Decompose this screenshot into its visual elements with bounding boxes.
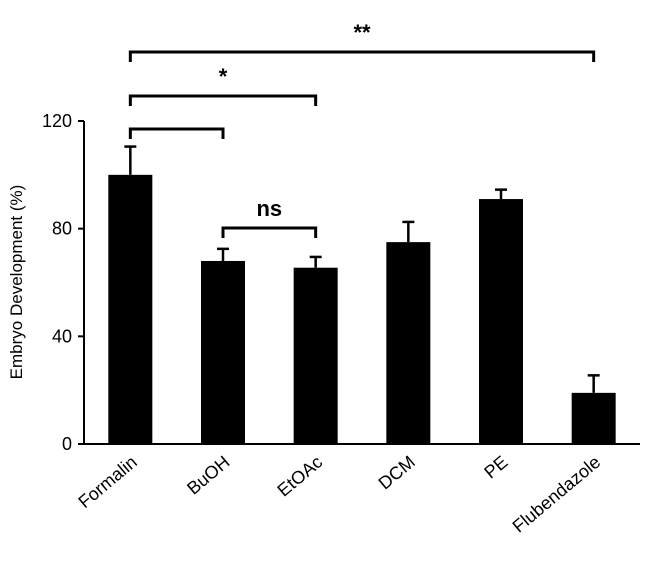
x-tick-label: Formalin xyxy=(74,452,140,512)
chart-axes xyxy=(83,121,640,445)
bar-etoac xyxy=(293,267,338,444)
significance-bracket xyxy=(221,226,318,238)
x-tick-label: Flubendazole xyxy=(509,452,605,537)
y-ticks: 0 40 80 120 xyxy=(42,111,84,454)
bars xyxy=(108,174,616,445)
y-tick-label: 40 xyxy=(52,326,72,346)
significance-label: * xyxy=(219,64,228,89)
bar-flubendazole xyxy=(571,392,616,444)
error-bars xyxy=(124,145,600,393)
significance-bracket xyxy=(128,50,596,62)
x-tick-label: PE xyxy=(480,452,511,483)
bar-formalin xyxy=(108,174,153,445)
y-tick-label: 80 xyxy=(52,219,72,239)
significance-brackets: ns*** xyxy=(128,20,596,238)
y-tick-label: 0 xyxy=(62,434,72,454)
x-tick-label: EtOAc xyxy=(274,452,327,501)
significance-label: ** xyxy=(353,20,371,45)
bar-pe xyxy=(479,199,523,444)
x-tick-label: BuOH xyxy=(183,452,233,499)
significance-bracket xyxy=(128,127,225,139)
x-tick-label: DCM xyxy=(375,452,419,494)
significance-bracket xyxy=(128,94,318,106)
bar-dcm xyxy=(386,242,431,444)
y-axis-title: Embryo Development (%) xyxy=(7,185,26,380)
y-tick-label: 120 xyxy=(42,111,72,131)
significance-label: ns xyxy=(256,196,282,221)
bar-buoh xyxy=(201,260,245,444)
